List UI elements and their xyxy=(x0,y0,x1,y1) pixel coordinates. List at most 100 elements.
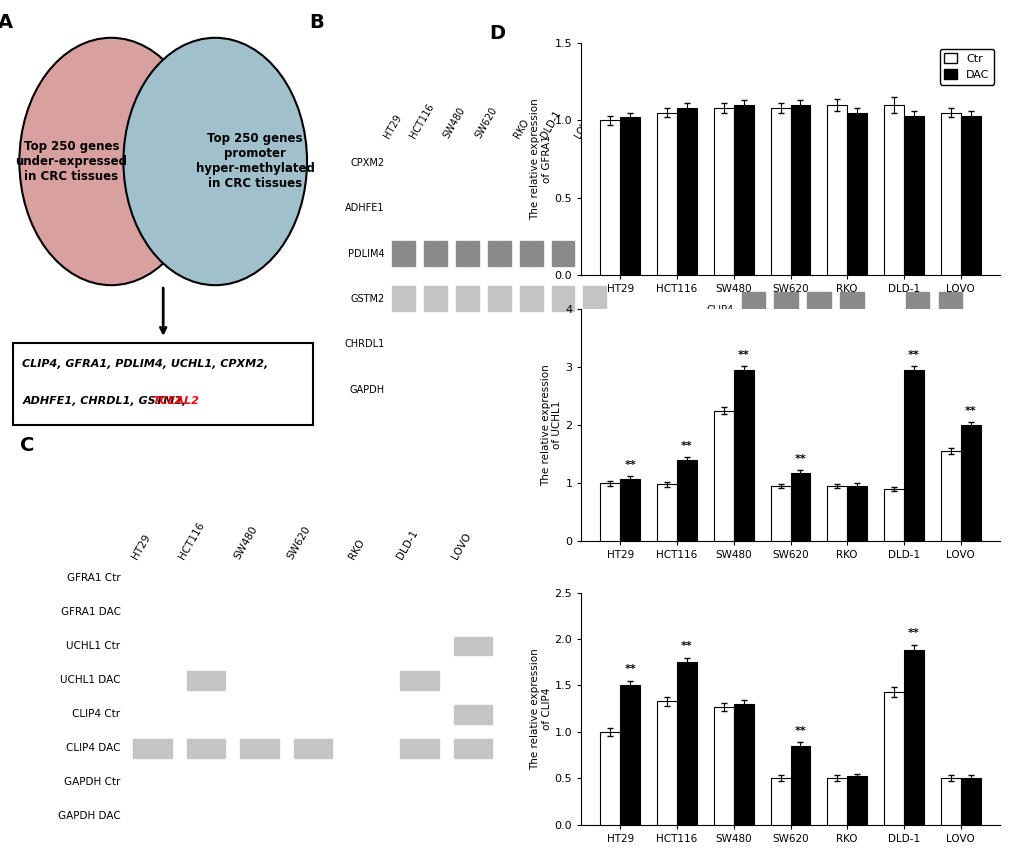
Text: LOVO: LOVO xyxy=(449,531,473,561)
Text: SW620: SW620 xyxy=(473,106,499,140)
Text: Top 250 genes
promoter
hyper-methylated
in CRC tissues: Top 250 genes promoter hyper-methylated … xyxy=(196,132,314,191)
Bar xyxy=(773,291,797,329)
Bar xyxy=(770,778,790,825)
Text: CLIP4, GFRA1, PDLIM4, UCHL1, CPXM2,: CLIP4, GFRA1, PDLIM4, UCHL1, CPXM2, xyxy=(22,358,268,369)
Bar xyxy=(293,739,332,758)
Text: SW480: SW480 xyxy=(441,106,467,140)
Bar xyxy=(424,241,446,266)
Bar xyxy=(293,773,332,791)
Bar xyxy=(826,486,847,541)
Bar xyxy=(614,377,638,402)
Text: CCD841CON: CCD841CON xyxy=(587,82,626,140)
Bar xyxy=(583,332,605,356)
Bar xyxy=(970,223,994,261)
Bar xyxy=(903,650,923,825)
Bar xyxy=(937,291,961,329)
Text: SW620: SW620 xyxy=(285,524,313,561)
Bar xyxy=(239,773,278,791)
Text: HT29: HT29 xyxy=(732,113,753,140)
Bar xyxy=(293,807,332,825)
Bar xyxy=(713,108,733,275)
Bar xyxy=(346,773,385,791)
Bar xyxy=(883,692,903,825)
Bar xyxy=(620,685,640,825)
Text: HT29: HT29 xyxy=(130,533,153,561)
Text: **: ** xyxy=(907,350,919,360)
Bar xyxy=(424,286,446,312)
Bar xyxy=(520,241,542,266)
Y-axis label: The relative expression
of GFRA1: The relative expression of GFRA1 xyxy=(530,98,551,220)
Text: RKO: RKO xyxy=(346,538,366,561)
Text: ADHFE1, CHRDL1, GSTM2,: ADHFE1, CHRDL1, GSTM2, xyxy=(22,396,191,405)
Text: GFRA1 Ctr: GFRA1 Ctr xyxy=(67,573,120,583)
Bar xyxy=(826,105,847,275)
Bar xyxy=(806,223,830,261)
Bar xyxy=(903,116,923,275)
Bar xyxy=(392,286,415,312)
Text: **: ** xyxy=(681,641,692,651)
Bar xyxy=(239,637,278,655)
Text: GAPDH: GAPDH xyxy=(698,374,733,383)
Bar xyxy=(392,241,415,266)
Bar xyxy=(133,773,171,791)
Bar xyxy=(741,360,764,397)
Y-axis label: The relative expression
of CLIP4: The relative expression of CLIP4 xyxy=(530,648,551,770)
Bar xyxy=(614,332,638,356)
Text: CLIP4 DAC: CLIP4 DAC xyxy=(66,743,120,753)
Bar xyxy=(656,484,677,541)
Bar xyxy=(392,332,415,356)
Bar xyxy=(903,370,923,541)
FancyBboxPatch shape xyxy=(13,343,313,425)
Bar xyxy=(940,778,960,825)
Bar xyxy=(677,108,696,275)
Bar xyxy=(806,360,830,397)
Bar xyxy=(960,778,979,825)
Bar xyxy=(960,425,979,541)
Text: GAPDH DAC: GAPDH DAC xyxy=(58,811,120,821)
Text: GSTM2: GSTM2 xyxy=(350,294,384,304)
Text: LOVO: LOVO xyxy=(927,112,950,140)
Text: ADHFE1: ADHFE1 xyxy=(344,204,384,213)
Bar xyxy=(773,360,797,397)
Bar xyxy=(770,486,790,541)
Bar xyxy=(551,377,574,402)
Bar xyxy=(551,286,574,312)
Text: CHRDL1: CHRDL1 xyxy=(343,339,384,350)
Bar xyxy=(520,377,542,402)
Bar xyxy=(400,807,438,825)
Legend: Ctr, DAC: Ctr, DAC xyxy=(938,48,994,84)
Text: UCHL1: UCHL1 xyxy=(700,237,733,247)
Bar xyxy=(400,739,438,758)
Bar xyxy=(455,241,479,266)
Text: CLIP4: CLIP4 xyxy=(705,305,733,315)
Bar xyxy=(790,746,809,825)
Bar xyxy=(733,105,753,275)
Bar xyxy=(424,332,446,356)
Bar xyxy=(883,489,903,541)
Text: SW480: SW480 xyxy=(232,524,259,561)
Bar xyxy=(970,155,994,193)
Bar xyxy=(872,360,896,397)
Bar xyxy=(620,478,640,541)
Bar xyxy=(614,196,638,221)
Text: **: ** xyxy=(794,726,805,735)
Text: D: D xyxy=(489,24,505,44)
Bar xyxy=(970,291,994,329)
Text: **: ** xyxy=(624,460,636,471)
Text: **: ** xyxy=(794,454,805,464)
Bar xyxy=(905,291,928,329)
Bar xyxy=(600,120,620,275)
Bar xyxy=(186,671,225,690)
Bar xyxy=(656,113,677,275)
Bar xyxy=(940,113,960,275)
Text: SW620: SW620 xyxy=(825,106,851,140)
Bar xyxy=(937,360,961,397)
Bar xyxy=(713,707,733,825)
Bar xyxy=(551,241,574,266)
Text: **: ** xyxy=(907,628,919,638)
Text: CCD841CON: CCD841CON xyxy=(943,82,982,140)
Text: GFRA1: GFRA1 xyxy=(700,169,733,180)
Bar xyxy=(583,241,605,266)
Bar xyxy=(733,704,753,825)
Bar xyxy=(656,701,677,825)
